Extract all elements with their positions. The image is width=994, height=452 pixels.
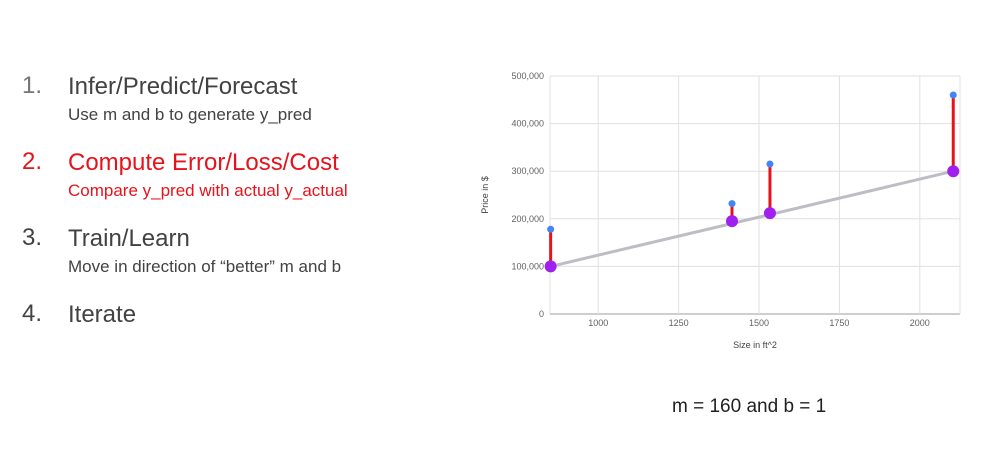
step-title: Iterate: [68, 301, 137, 328]
step-number: 3.: [22, 224, 43, 251]
y-axis-label: Price in $: [480, 176, 490, 214]
step-3: 3. Train/Learn Move in direction of “bet…: [22, 224, 462, 278]
chart-marks: [544, 91, 960, 273]
steps-list: 1. Infer/Predict/Forecast Use m and b to…: [22, 72, 462, 352]
x-axis-label: Size in ft^2: [733, 340, 777, 350]
y-tick-label: 400,000: [511, 119, 544, 129]
actual-point: [547, 225, 555, 233]
predicted-point: [544, 260, 557, 273]
x-tick-label: 1750: [829, 318, 849, 328]
step-number: 1.: [22, 72, 43, 99]
scatter-chart: 0 100,000 200,000 300,000 400,000 500,000 1000…: [480, 71, 961, 350]
x-tick-label: 1250: [669, 318, 689, 328]
chart-ticks: 0 100,000 200,000 300,000 400,000 500,000 1000…: [511, 71, 929, 328]
step-number: 4.: [22, 300, 43, 327]
y-tick-label: 0: [539, 309, 544, 319]
step-description: Compare y_pred with actual y_actual: [68, 181, 348, 200]
step-title: Infer/Predict/Forecast: [68, 73, 298, 100]
step-4: 4. Iterate: [22, 300, 462, 330]
y-tick-label: 100,000: [511, 261, 544, 271]
actual-point: [766, 160, 774, 168]
predicted-point: [726, 215, 739, 228]
y-tick-label: 200,000: [511, 214, 544, 224]
y-tick-label: 300,000: [511, 166, 544, 176]
predicted-point: [947, 165, 960, 178]
actual-point: [949, 91, 957, 99]
x-tick-label: 2000: [910, 318, 930, 328]
step-description: Use m and b to generate y_pred: [68, 105, 312, 124]
step-title: Train/Learn: [68, 225, 190, 252]
step-number: 2.: [22, 148, 43, 175]
regression-line: [550, 169, 954, 268]
step-description: Move in direction of “better” m and b: [68, 257, 342, 276]
step-2: 2. Compute Error/Loss/Cost Compare y_pre…: [22, 148, 462, 202]
predicted-point: [763, 207, 776, 220]
actual-point: [728, 200, 736, 208]
x-tick-label: 1500: [749, 318, 769, 328]
x-tick-label: 1000: [588, 318, 608, 328]
y-tick-label: 500,000: [511, 71, 544, 81]
step-title: Compute Error/Loss/Cost: [68, 149, 339, 176]
step-1: 1. Infer/Predict/Forecast Use m and b to…: [22, 72, 462, 126]
parameters-caption: m = 160 and b = 1: [672, 396, 827, 417]
chart-grid: [549, 75, 961, 315]
